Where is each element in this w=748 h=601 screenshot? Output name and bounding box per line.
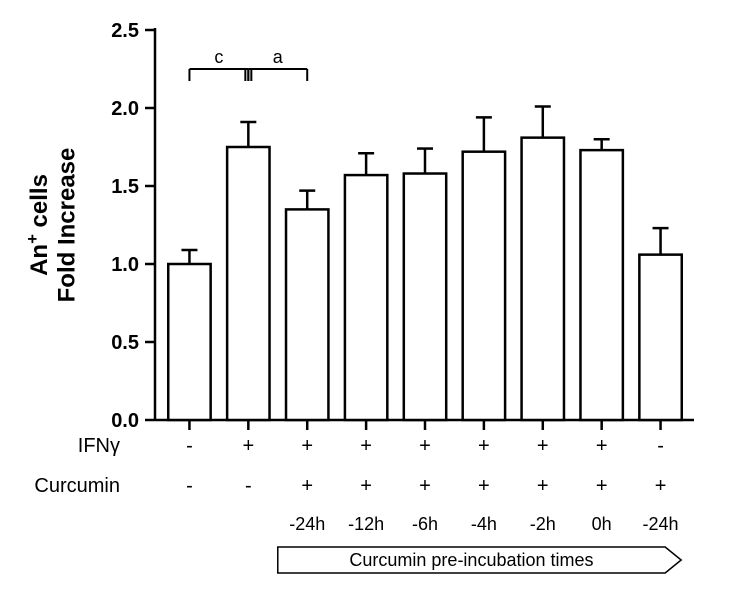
row-label-ifng: IFNγ — [78, 435, 120, 457]
y-axis-label: An+ cellsFold Increase — [22, 148, 80, 303]
ifng-value: + — [419, 435, 431, 457]
y-tick-label: 1.5 — [111, 176, 139, 198]
curcumin-value: + — [655, 475, 667, 497]
bar — [345, 175, 387, 420]
preincubation-label: Curcumin pre-incubation times — [349, 550, 593, 570]
curcumin-value: + — [419, 475, 431, 497]
bar-chart: 0.0 0.5 1.0 1.5 2.0 2.5 An+ cellsFold Increase… — [0, 0, 748, 601]
curcumin-value: + — [360, 475, 372, 497]
curcumin-value: - — [186, 475, 193, 497]
ifng-value: + — [242, 435, 254, 457]
time-value: -24h — [289, 514, 325, 534]
time-value: -4h — [471, 514, 497, 534]
y-tick-label: 2.0 — [111, 98, 139, 120]
curcumin-value: + — [478, 475, 490, 497]
bar — [580, 150, 622, 420]
ifng-value: + — [360, 435, 372, 457]
time-value: -6h — [412, 514, 438, 534]
curcumin-value: - — [245, 475, 252, 497]
ifng-value: - — [657, 435, 664, 457]
row-label-curcumin: Curcumin — [34, 475, 120, 497]
time-value: 0h — [592, 514, 612, 534]
bar — [522, 138, 564, 420]
curcumin-value: + — [537, 475, 549, 497]
time-value: -24h — [643, 514, 679, 534]
bar — [404, 174, 446, 420]
bar — [168, 264, 210, 420]
sig-label: a — [273, 47, 284, 67]
ifng-value: + — [478, 435, 490, 457]
ifng-value: + — [537, 435, 549, 457]
ifng-value: + — [301, 435, 313, 457]
chart-container: 0.0 0.5 1.0 1.5 2.0 2.5 An+ cellsFold Increase… — [0, 0, 748, 601]
y-tick-label: 0.0 — [111, 410, 139, 432]
bar — [227, 147, 269, 420]
y-tick-label: 1.0 — [111, 254, 139, 276]
bar — [463, 152, 505, 420]
y-tick-label: 0.5 — [111, 332, 139, 354]
bar — [286, 209, 328, 420]
time-value: -12h — [348, 514, 384, 534]
ifng-value: + — [596, 435, 608, 457]
curcumin-value: + — [596, 475, 608, 497]
curcumin-value: + — [301, 475, 313, 497]
y-tick-label: 2.5 — [111, 20, 139, 42]
time-value: -2h — [530, 514, 556, 534]
ifng-value: - — [186, 435, 193, 457]
sig-label: c — [214, 47, 223, 67]
bar — [639, 255, 681, 420]
